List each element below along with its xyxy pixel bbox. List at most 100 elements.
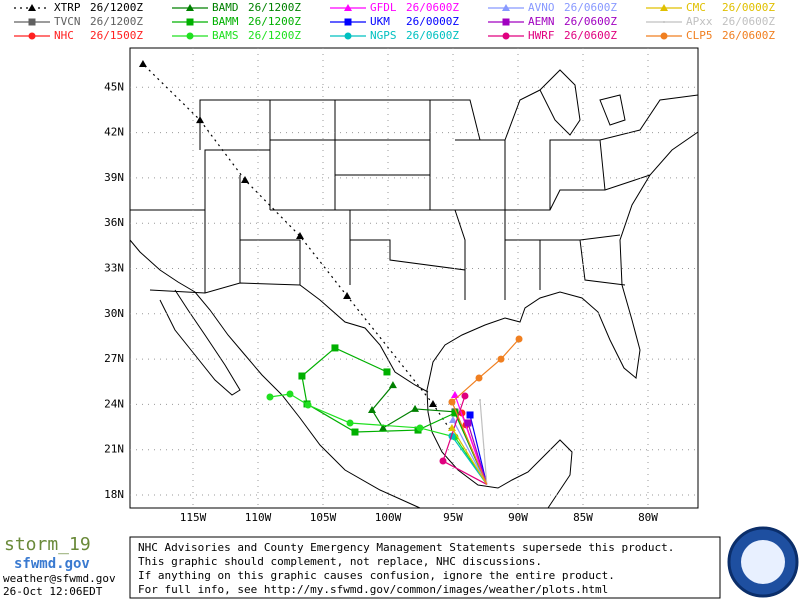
track-line [451, 427, 488, 485]
legend-marker [186, 32, 194, 40]
district-seal-inner [741, 540, 785, 584]
lon-tick-label: 80W [638, 511, 658, 524]
coastline [159, 289, 241, 396]
legend-time: 26/0600Z [406, 1, 459, 14]
legend-marker [186, 4, 194, 11]
legend-time: 26/0000Z [722, 1, 775, 14]
track-point [479, 399, 482, 402]
notice-line: NHC Advisories and County Emergency Mana… [138, 541, 674, 554]
track-line [479, 399, 488, 485]
map-frame [129, 47, 699, 509]
legend-time: 26/1200Z [248, 29, 301, 42]
legend-marker [344, 18, 352, 26]
legend-name: GFDL [370, 1, 397, 14]
legend-name: BAMS [212, 29, 239, 42]
notice-box [129, 536, 721, 599]
lat-tick-label: 39N [104, 171, 124, 184]
legend-time: 26/0600Z [722, 15, 775, 28]
track-point [447, 423, 456, 431]
legend-marker [660, 32, 668, 40]
lon-tick-label: 105W [310, 511, 337, 524]
legend-time: 26/1200Z [90, 15, 143, 28]
track-point [439, 457, 447, 465]
legend-time: 26/0000Z [406, 15, 459, 28]
lon-tick-label: 115W [180, 511, 207, 524]
coastline [426, 131, 699, 509]
legend-time: 26/0600Z [564, 1, 617, 14]
legend-marker [502, 4, 510, 11]
site-text: sfwmd.gov [14, 556, 90, 572]
legend-name: AVNO [528, 1, 555, 14]
legend: XTRP 26/1200Z TVCN 26/1200Z NHC 26/1500Z BAMD 2… [14, 1, 775, 42]
track-point [138, 60, 147, 68]
lon-tick-label: 110W [245, 511, 272, 524]
legend-marker [663, 21, 665, 23]
track-point [428, 399, 437, 407]
track-point [475, 374, 483, 382]
legend-name: BAMD [212, 1, 239, 14]
legend-marker [502, 32, 510, 40]
track-point [451, 409, 459, 417]
lat-tick-label: 33N [104, 262, 124, 275]
track-point [295, 232, 304, 240]
legend-time: 26/0600Z [722, 29, 775, 42]
lake [539, 69, 626, 136]
track-point [461, 392, 469, 400]
lat-tick-label: 24N [104, 397, 124, 410]
track-point [241, 176, 249, 184]
legend-name: NHC [54, 29, 74, 42]
legend-time: 26/1200Z [90, 1, 143, 14]
legend-name: TVCN [54, 15, 81, 28]
border [149, 282, 429, 393]
logo-text: storm_19 [4, 534, 91, 555]
notice-line: This graphic should complement, not repl… [138, 555, 542, 568]
track-point [304, 401, 312, 409]
track-point [298, 372, 306, 380]
track-point [346, 419, 354, 427]
track-point [449, 415, 457, 423]
graticule: 115W 110W 105W 100W 95W 90W 85W 80W 45N 42N 39N 36N… [104, 48, 698, 524]
track-point [379, 423, 388, 431]
lon-tick-label: 100W [375, 511, 402, 524]
lat-tick-label: 45N [104, 80, 124, 93]
lon-tick-label: 95W [443, 511, 463, 524]
footer: storm_19 sfwmd.gov weather@sfwmd.gov 26-… [3, 526, 799, 599]
track-point [368, 405, 377, 413]
legend-name: APxx [686, 15, 713, 28]
lat-tick-label: 36N [104, 216, 124, 229]
map-outline [129, 47, 699, 509]
lat-tick-label: 30N [104, 307, 124, 320]
track-point [388, 381, 397, 389]
legend-marker [186, 18, 194, 26]
lat-tick-label: 18N [104, 488, 124, 501]
track-point [411, 404, 420, 412]
track-point [466, 411, 474, 419]
coastline [129, 239, 421, 509]
legend-time: 26/1200Z [248, 15, 301, 28]
track-point [331, 344, 339, 352]
legend-time: 26/1500Z [90, 29, 143, 42]
legend-name: AEMN [528, 15, 555, 28]
lat-tick-label: 42N [104, 126, 124, 139]
legend-name: CLP5 [686, 29, 713, 42]
track-line [451, 435, 488, 485]
legend-marker [502, 18, 510, 26]
legend-marker [28, 18, 36, 26]
track-point [416, 424, 424, 432]
track-line [452, 419, 488, 485]
legend-marker [344, 32, 352, 40]
legend-name: BAMM [212, 15, 239, 28]
track-point [383, 368, 391, 376]
lat-tick-label: 21N [104, 443, 124, 456]
track-point [464, 419, 472, 427]
tracks [138, 60, 523, 485]
track-point [448, 398, 456, 406]
track-point [286, 390, 294, 398]
track-point [266, 393, 274, 401]
track-line [467, 422, 488, 485]
legend-name: HWRF [528, 29, 555, 42]
legend-name: NGPS [370, 29, 397, 42]
legend-name: CMC [686, 1, 706, 14]
lat-tick-label: 27N [104, 352, 124, 365]
